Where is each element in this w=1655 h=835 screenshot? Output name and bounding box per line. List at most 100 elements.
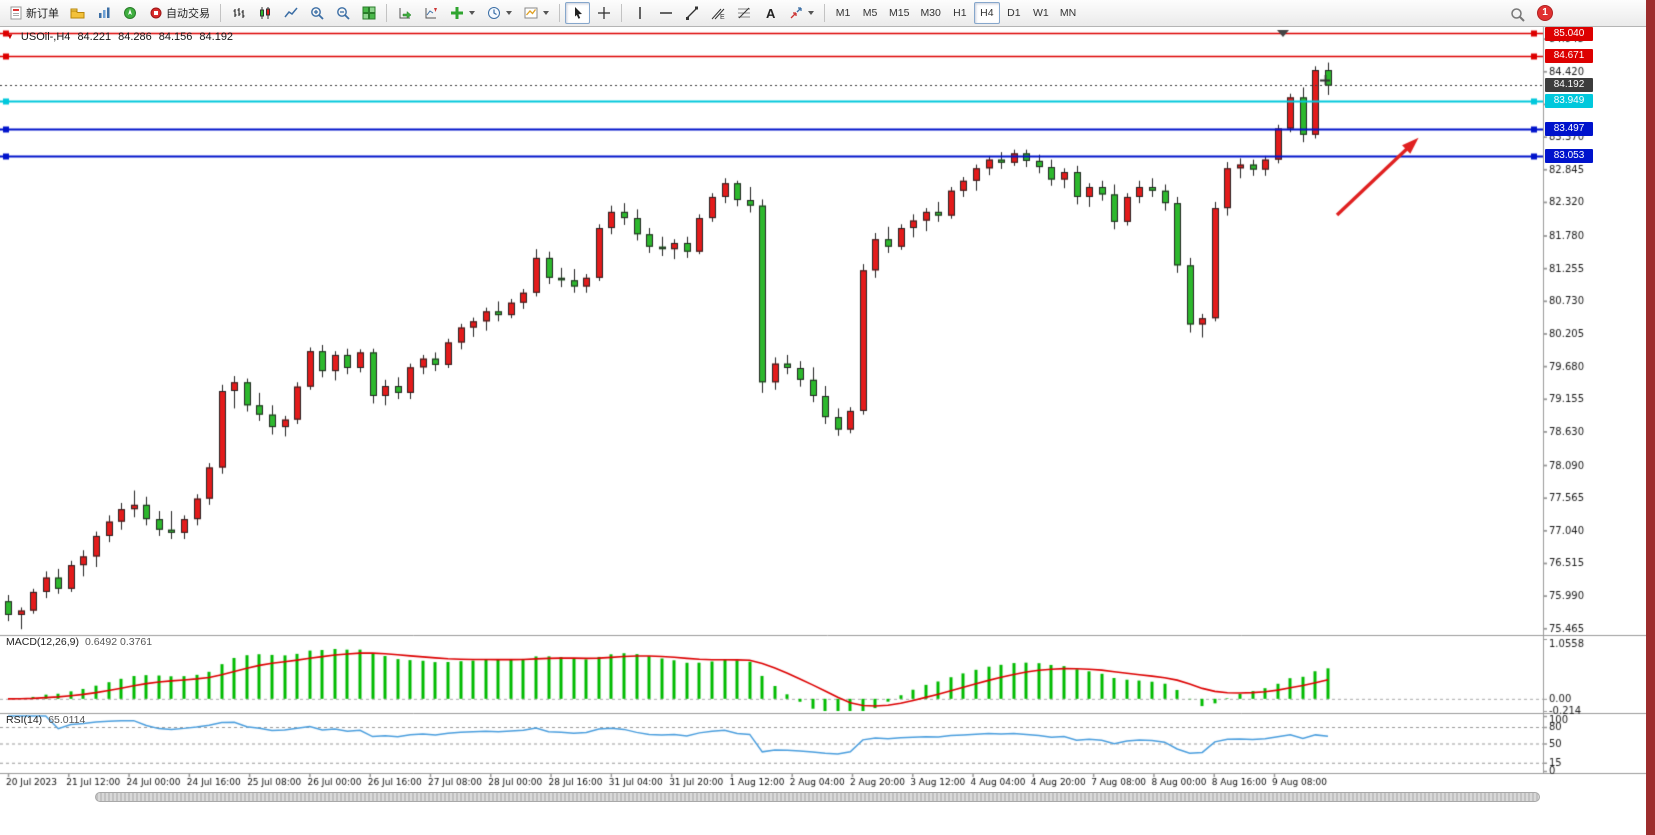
timeframe-h4-button[interactable]: H4 — [973, 2, 1000, 24]
equidistant-channel-button[interactable]: E — [705, 2, 730, 24]
horizontal-line-button[interactable] — [653, 2, 678, 24]
macd-values: 0.6492 0.3761 — [84, 636, 153, 648]
zoom-in-icon — [309, 6, 324, 21]
text-a-icon: A — [762, 6, 777, 21]
chevron-down-icon — [808, 11, 814, 15]
search-button[interactable] — [1505, 3, 1530, 25]
candlestick-chart-button[interactable] — [252, 2, 277, 24]
timeframe-m5-button[interactable]: M5 — [862, 7, 878, 19]
notifications-badge[interactable]: 1 — [1537, 5, 1553, 21]
macd-header: MACD(12,26,9) 0.6492 0.3761 — [6, 636, 152, 648]
price-level-tag-83.053[interactable]: 83.053 — [1545, 149, 1593, 164]
price-level-tag-84.671[interactable]: 84.671 — [1545, 48, 1593, 63]
main-toolbar: 新订单 自动交易 — [0, 0, 1655, 27]
rsi-value: 65.0114 — [48, 714, 86, 726]
profiles-folder-icon — [70, 6, 85, 21]
cursor-button[interactable] — [565, 2, 590, 24]
price-level-tag-84.192[interactable]: 84.192 — [1545, 78, 1593, 93]
crosshair-icon — [596, 6, 611, 21]
autotrading-label: 自动交易 — [166, 8, 210, 20]
search-icon — [1510, 7, 1525, 22]
profiles-button[interactable] — [65, 2, 90, 24]
horizontal-scrollbar[interactable] — [95, 792, 1540, 802]
market-watch-button[interactable] — [91, 2, 116, 24]
timeframe-m15-button[interactable]: M15 — [889, 7, 910, 19]
zoom-out-button[interactable] — [330, 2, 355, 24]
ohlc-high: 84.286 — [118, 31, 152, 43]
periods-button[interactable] — [481, 2, 517, 24]
toolbar-separator — [621, 4, 622, 22]
timeframe-group: M1 M5 M15 M30 H1 H4 D1 W1 MN — [830, 2, 1081, 24]
timeframe-d1-button[interactable]: D1 — [1007, 7, 1021, 19]
symbol-collapse-icon[interactable]: ▼ — [6, 31, 14, 41]
equidistant-channel-icon: E — [710, 6, 725, 21]
fibonacci-icon — [736, 6, 751, 21]
timeframe-m30-button[interactable]: M30 — [920, 7, 941, 19]
clock-icon — [486, 6, 501, 21]
timeframe-w1-button[interactable]: W1 — [1033, 7, 1049, 19]
text-label-button[interactable]: A — [757, 2, 782, 24]
vertical-line-button[interactable] — [627, 2, 652, 24]
line-chart-button[interactable] — [278, 2, 303, 24]
arrow-objects-icon — [788, 6, 803, 21]
line-chart-icon — [283, 6, 298, 21]
cursor-arrow-icon — [570, 6, 585, 21]
candlestick-chart-icon — [257, 6, 272, 21]
templates-button[interactable] — [518, 2, 554, 24]
price-chart-canvas[interactable] — [0, 27, 1655, 835]
chevron-down-icon — [506, 11, 512, 15]
templates-icon — [523, 6, 538, 21]
tile-windows-button[interactable] — [356, 2, 381, 24]
auto-scroll-button[interactable] — [392, 2, 417, 24]
trendline-icon — [684, 6, 699, 21]
svg-text:E: E — [720, 14, 725, 20]
toolbar-separator — [386, 4, 387, 22]
chevron-down-icon — [469, 11, 475, 15]
window-edge-strip — [1646, 0, 1655, 835]
bar-chart-button[interactable] — [226, 2, 251, 24]
svg-text:A: A — [766, 6, 776, 20]
rsi-title: RSI(14) — [6, 714, 43, 726]
indicators-button[interactable] — [444, 2, 480, 24]
new-order-icon — [8, 6, 23, 21]
autotrading-status-icon — [148, 6, 163, 21]
ohlc-open: 84.221 — [77, 31, 112, 43]
indicators-plus-icon — [449, 6, 464, 21]
market-watch-icon — [96, 6, 111, 21]
trendline-button[interactable] — [679, 2, 704, 24]
timeframe-m1-button[interactable]: M1 — [835, 7, 851, 19]
autotrading-button[interactable]: 自动交易 — [143, 2, 215, 24]
chevron-down-icon — [543, 11, 549, 15]
new-order-label: 新订单 — [26, 8, 59, 20]
rsi-header: RSI(14) 65.0114 — [6, 714, 85, 726]
toolbar-separator — [220, 4, 221, 22]
chart-shift-icon — [423, 6, 438, 21]
toolbar-separator — [824, 4, 825, 22]
fibonacci-button[interactable] — [731, 2, 756, 24]
navigator-button[interactable] — [117, 2, 142, 24]
auto-scroll-icon — [397, 6, 412, 21]
price-level-tag-85.040[interactable]: 85.040 — [1545, 27, 1593, 41]
ohlc-low: 84.156 — [158, 31, 193, 43]
zoom-out-icon — [335, 6, 350, 21]
arrows-button[interactable] — [783, 2, 819, 24]
macd-title: MACD(12,26,9) — [6, 636, 79, 648]
chart-shift-button[interactable] — [418, 2, 443, 24]
chart-area: ▼ USOil-,H4 84.221 84.286 84.156 84.192 … — [0, 27, 1655, 835]
price-level-tag-83.497[interactable]: 83.497 — [1545, 121, 1593, 136]
vertical-line-icon — [632, 6, 647, 21]
horizontal-line-icon — [658, 6, 673, 21]
navigator-compass-icon — [122, 6, 137, 21]
crosshair-button[interactable] — [591, 2, 616, 24]
symbol-header: ▼ USOil-,H4 84.221 84.286 84.156 84.192 — [6, 31, 233, 43]
new-order-button[interactable]: 新订单 — [3, 2, 64, 24]
toolbar-separator — [559, 4, 560, 22]
timeframe-mn-button[interactable]: MN — [1059, 7, 1077, 19]
price-level-tag-83.949[interactable]: 83.949 — [1545, 93, 1593, 108]
symbol-name: USOil-,H4 — [20, 31, 71, 43]
zoom-in-button[interactable] — [304, 2, 329, 24]
bar-chart-icon — [231, 6, 246, 21]
timeframe-h1-button[interactable]: H1 — [953, 7, 967, 19]
ohlc-close: 84.192 — [199, 31, 234, 43]
